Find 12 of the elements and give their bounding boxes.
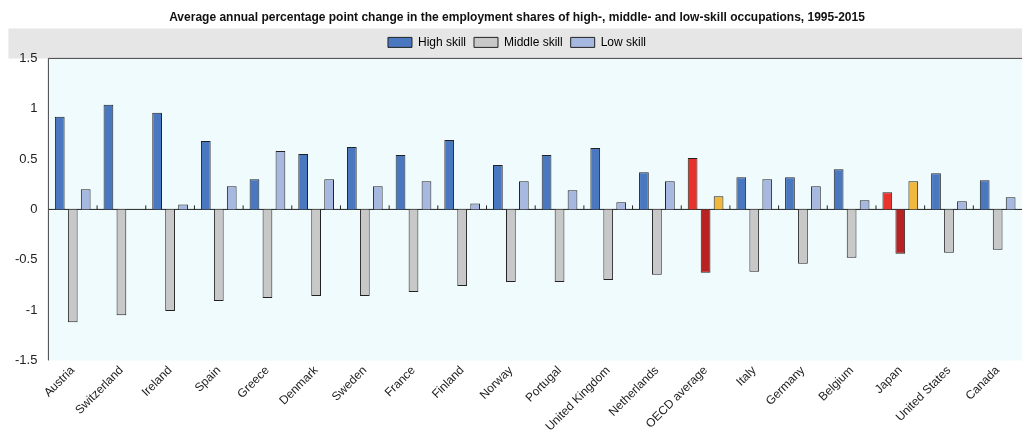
y-tick-label: -1	[25, 301, 38, 317]
chart-title: Average annual percentage point change in the employment shares of high-, middle- and low-skill occupations, 1995-2015	[169, 9, 866, 24]
legend-label: Middle skill	[503, 34, 563, 49]
y-tick-label: -0.5	[14, 251, 38, 267]
x-tick-label: Italy	[733, 363, 759, 389]
legend-label: High skill	[417, 34, 466, 49]
y-tick-label: 1.5	[19, 49, 38, 65]
legend-label: Low skill	[600, 34, 647, 49]
y-tick-label: 0.5	[19, 150, 38, 166]
y-tick-label: -1.5	[14, 352, 38, 368]
y-tick-label: 0	[30, 201, 38, 216]
y-tick-label: 1	[30, 100, 38, 116]
